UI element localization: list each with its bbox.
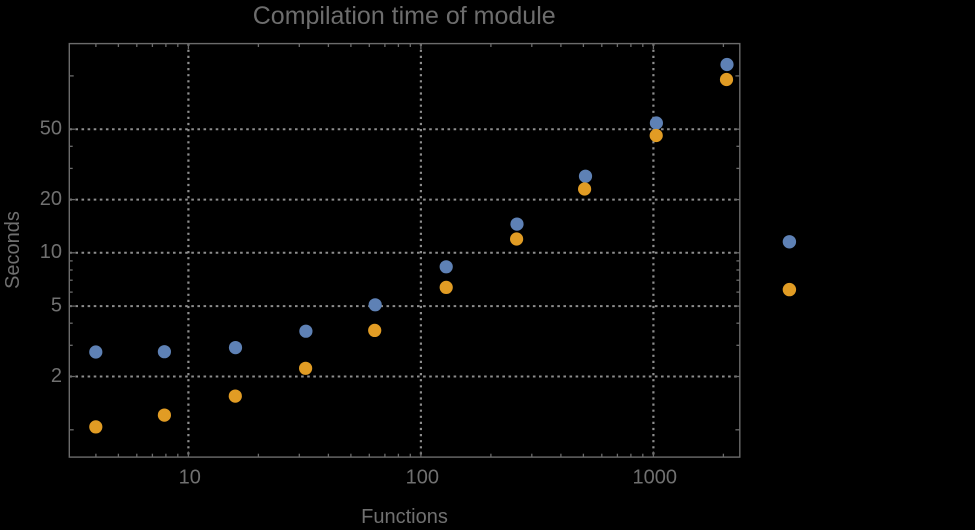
svg-text:20: 20 — [40, 188, 62, 210]
svg-text:2: 2 — [51, 365, 62, 387]
svg-text:5: 5 — [51, 295, 62, 317]
svg-text:50: 50 — [40, 118, 62, 140]
svg-text:1000: 1000 — [633, 466, 678, 488]
svg-text:Compilation time of module: Compilation time of module — [253, 2, 556, 30]
svg-text:10: 10 — [179, 466, 201, 488]
svg-text:10: 10 — [40, 241, 62, 263]
svg-text:Seconds: Seconds — [2, 211, 24, 289]
svg-text:Functions: Functions — [361, 506, 448, 525]
svg-text:100: 100 — [406, 466, 439, 488]
